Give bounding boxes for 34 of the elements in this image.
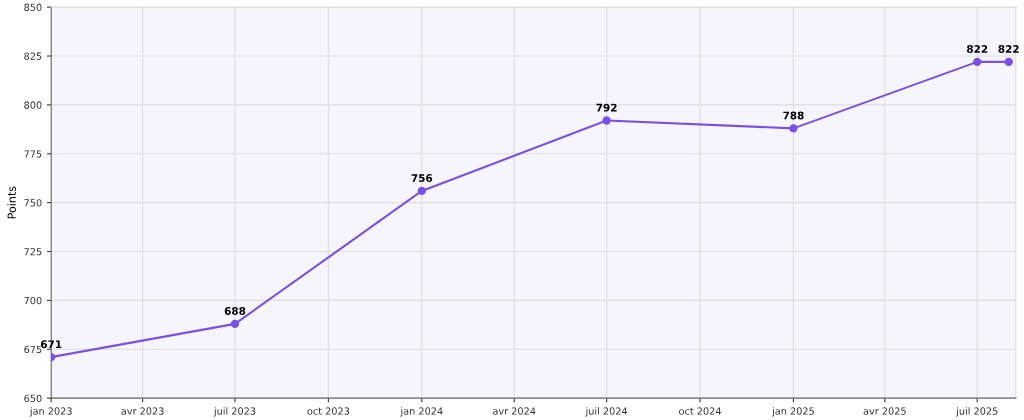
y-tick-label: 800 (24, 101, 42, 109)
x-tick-label: jan 2025 (771, 407, 814, 417)
data-label: 788 (783, 111, 804, 120)
x-tick-label: oct 2023 (307, 407, 350, 415)
data-label: 822 (998, 45, 1019, 53)
x-tick-label: jan 2023 (29, 407, 72, 417)
x-tick-label: juil 2023 (213, 407, 256, 417)
y-axis-title: Points (7, 186, 16, 219)
data-label: 756 (411, 174, 433, 182)
point (1004, 57, 1013, 67)
x-tick-label: juil 2024 (585, 407, 628, 417)
data-label: 671 (40, 340, 62, 349)
x-tick-label: avr 2025 (863, 407, 906, 415)
x-tick-label: avr 2024 (493, 407, 536, 415)
y-tick-label: 650 (24, 394, 42, 402)
y-tick-label: 700 (24, 296, 42, 305)
x-tick-label: jan 2024 (400, 407, 443, 417)
data-label: 822 (966, 45, 988, 53)
point (230, 319, 240, 329)
y-tick-label: 775 (24, 150, 42, 158)
point (973, 57, 982, 67)
y-tick-label: 725 (24, 248, 42, 256)
y-tick-label: 675 (24, 345, 42, 354)
data-label: 688 (224, 307, 246, 315)
data-label: 792 (596, 103, 617, 112)
y-tick-label: 750 (24, 199, 42, 207)
point (789, 124, 798, 133)
x-tick-label: juil 2025 (956, 407, 998, 417)
x-tick-label: oct 2024 (679, 407, 721, 415)
y-tick-label: 825 (24, 52, 42, 60)
x-tick-label: avr 2023 (121, 407, 164, 415)
y-tick-label: 850 (24, 3, 42, 11)
point (417, 186, 426, 196)
point (602, 116, 611, 125)
